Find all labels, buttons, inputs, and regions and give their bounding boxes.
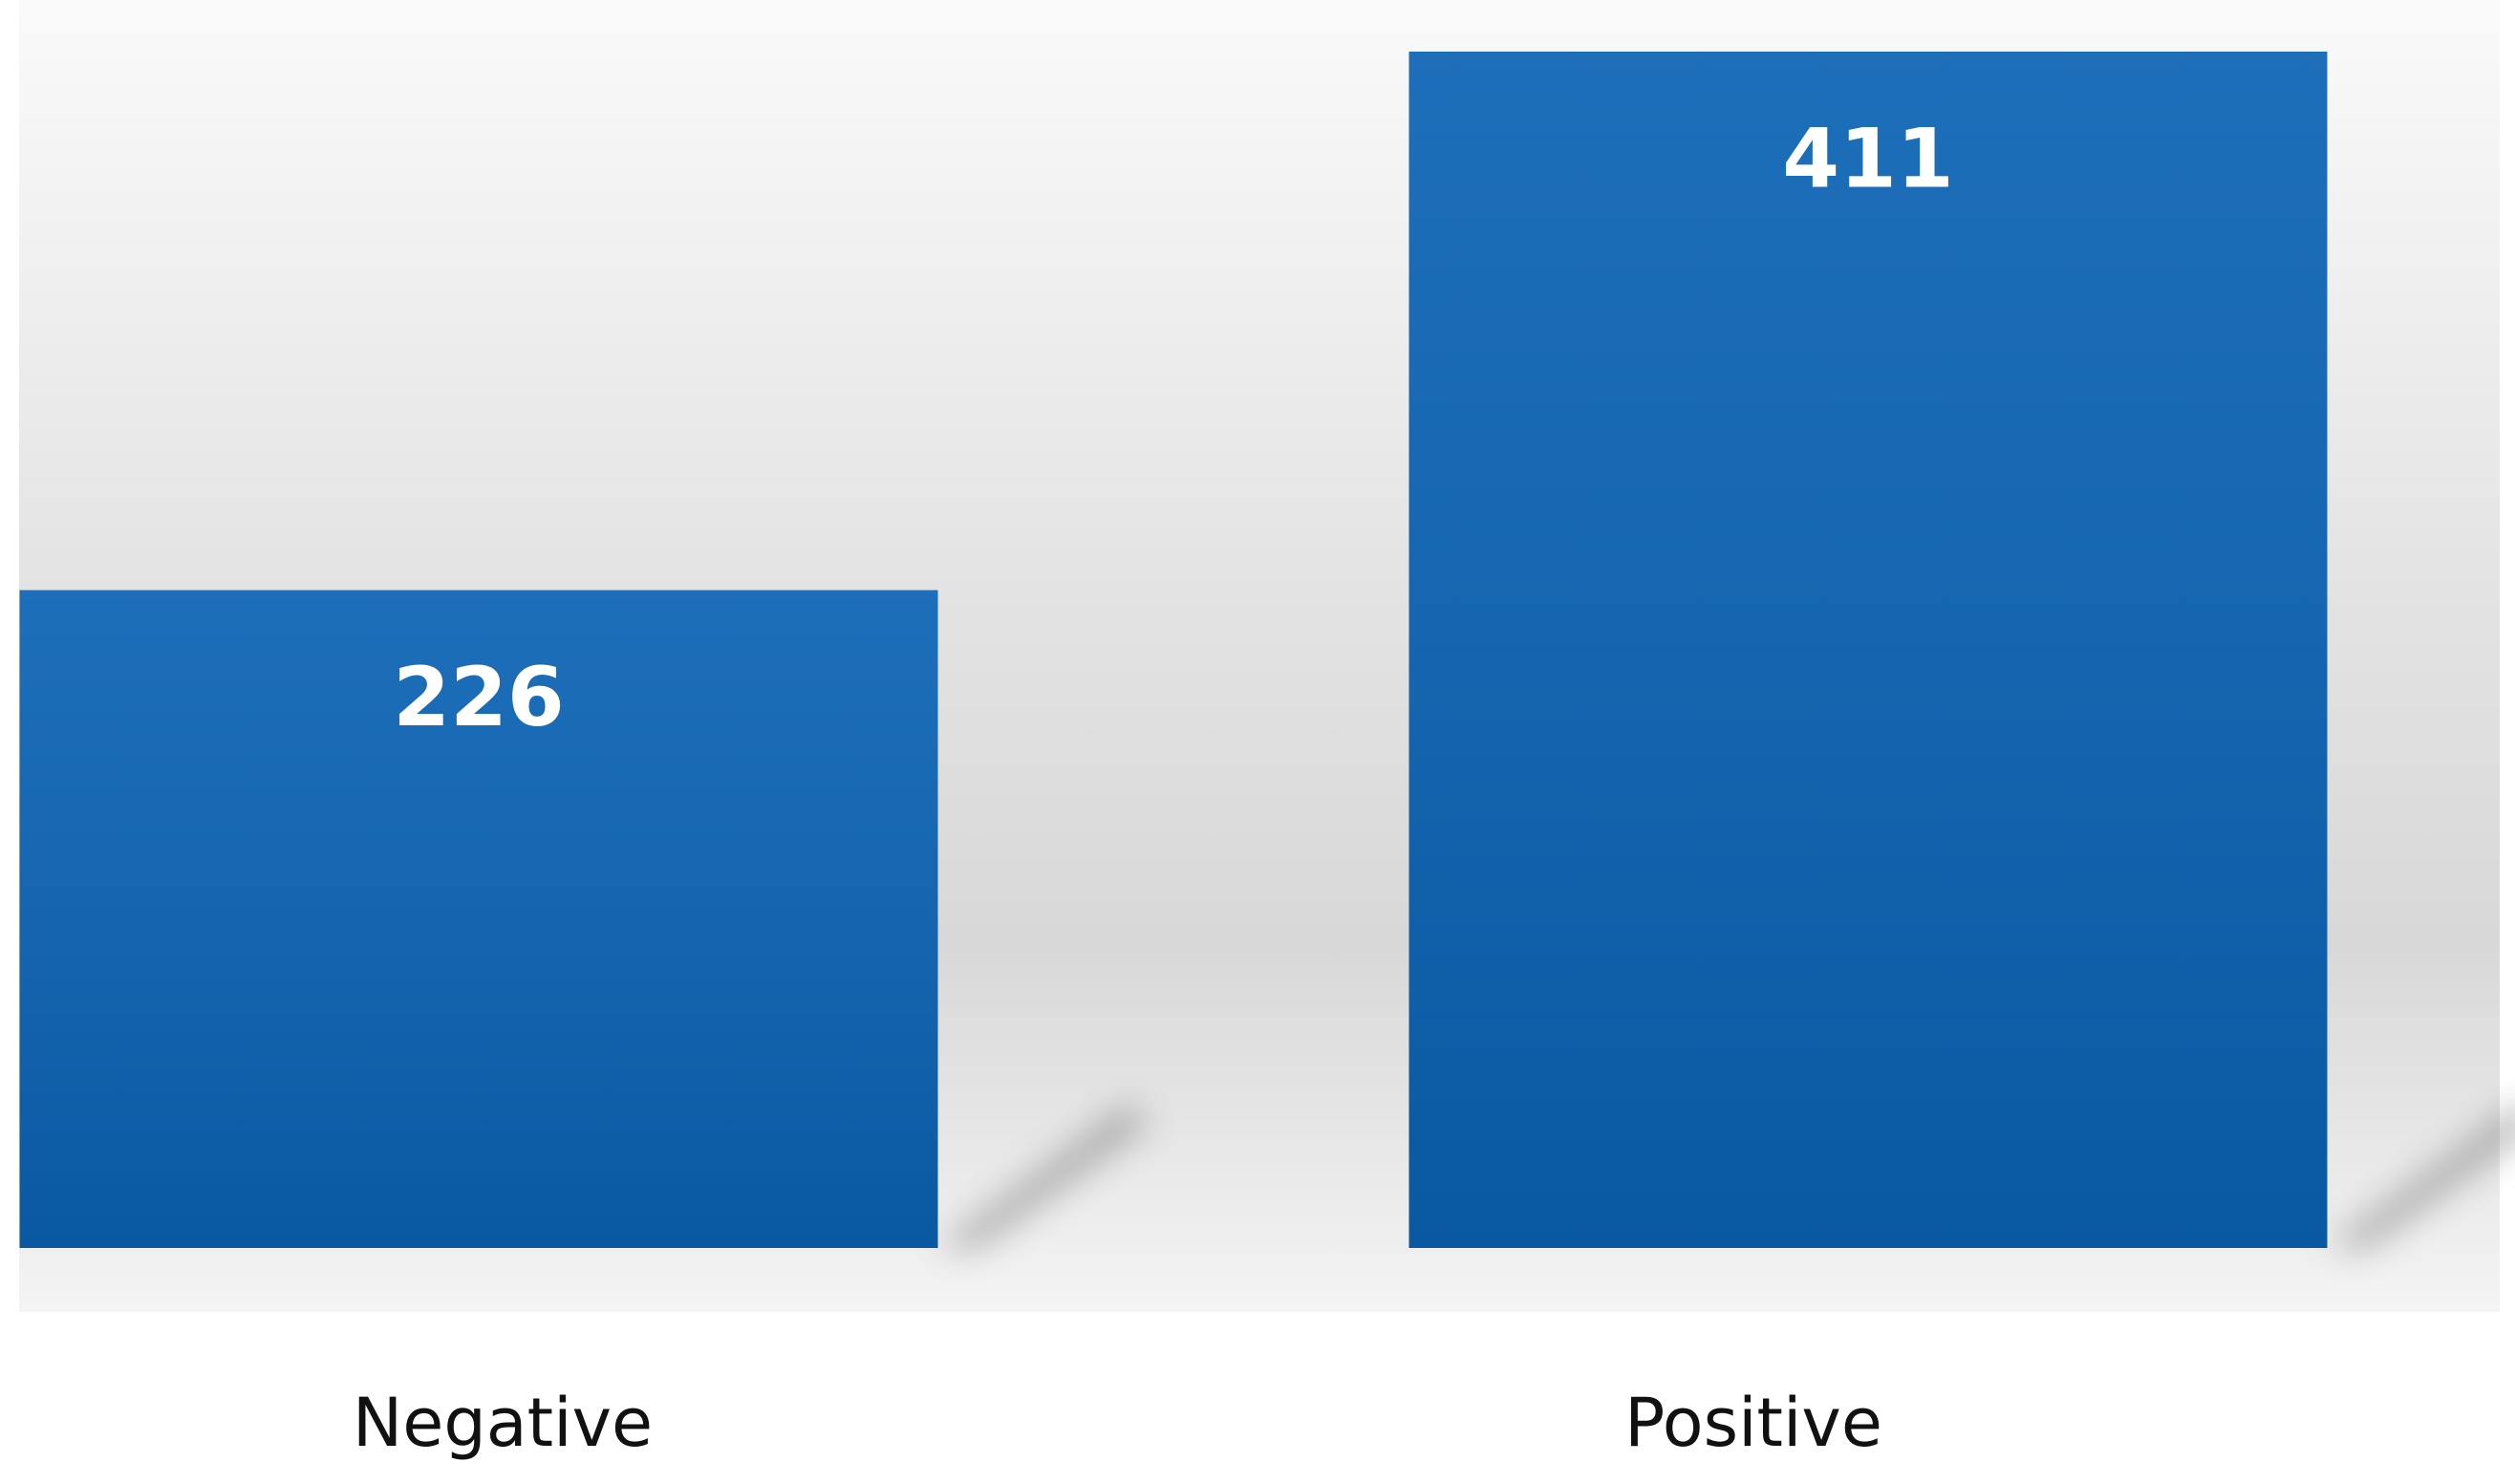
bar-shading	[1408, 52, 2328, 1248]
value-label: 411	[1782, 111, 1954, 206]
bar-shadow	[937, 1105, 1149, 1248]
bar-shading	[19, 590, 938, 1248]
x-tick-label: Positive	[1624, 1384, 1882, 1462]
x-tick-label: Negative	[353, 1384, 653, 1462]
value-label: 226	[393, 650, 565, 745]
bar-shadow	[2327, 1107, 2515, 1248]
